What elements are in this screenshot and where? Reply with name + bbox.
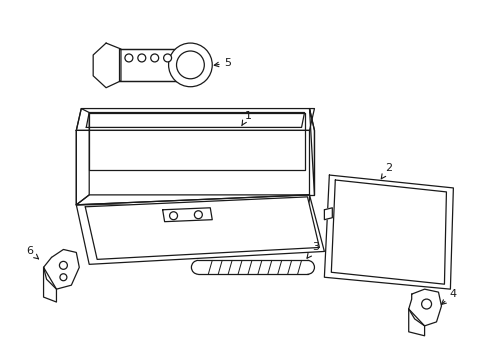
Polygon shape	[76, 130, 309, 205]
Polygon shape	[76, 109, 89, 205]
Polygon shape	[331, 180, 446, 284]
Circle shape	[169, 212, 177, 220]
Polygon shape	[324, 208, 332, 220]
Circle shape	[168, 43, 212, 87]
Text: 4: 4	[441, 289, 456, 305]
Text: 5: 5	[214, 58, 231, 68]
Circle shape	[138, 54, 145, 62]
Circle shape	[60, 274, 67, 281]
Polygon shape	[119, 49, 185, 81]
Polygon shape	[408, 309, 424, 336]
Circle shape	[421, 299, 431, 309]
Text: 6: 6	[26, 247, 39, 259]
Polygon shape	[89, 113, 304, 170]
Circle shape	[124, 54, 133, 62]
Polygon shape	[76, 109, 314, 130]
Polygon shape	[76, 195, 309, 205]
Text: 1: 1	[241, 111, 251, 126]
Polygon shape	[43, 249, 79, 289]
Polygon shape	[408, 289, 441, 326]
Circle shape	[194, 211, 202, 219]
Polygon shape	[85, 197, 319, 260]
Polygon shape	[309, 109, 314, 195]
Polygon shape	[76, 195, 324, 264]
Polygon shape	[163, 208, 212, 222]
Circle shape	[150, 54, 158, 62]
Circle shape	[60, 261, 67, 269]
Circle shape	[163, 54, 171, 62]
Polygon shape	[43, 267, 56, 302]
Polygon shape	[324, 175, 452, 289]
Text: 3: 3	[306, 243, 318, 258]
Text: 2: 2	[381, 163, 392, 179]
Polygon shape	[93, 43, 121, 88]
Polygon shape	[86, 113, 304, 127]
